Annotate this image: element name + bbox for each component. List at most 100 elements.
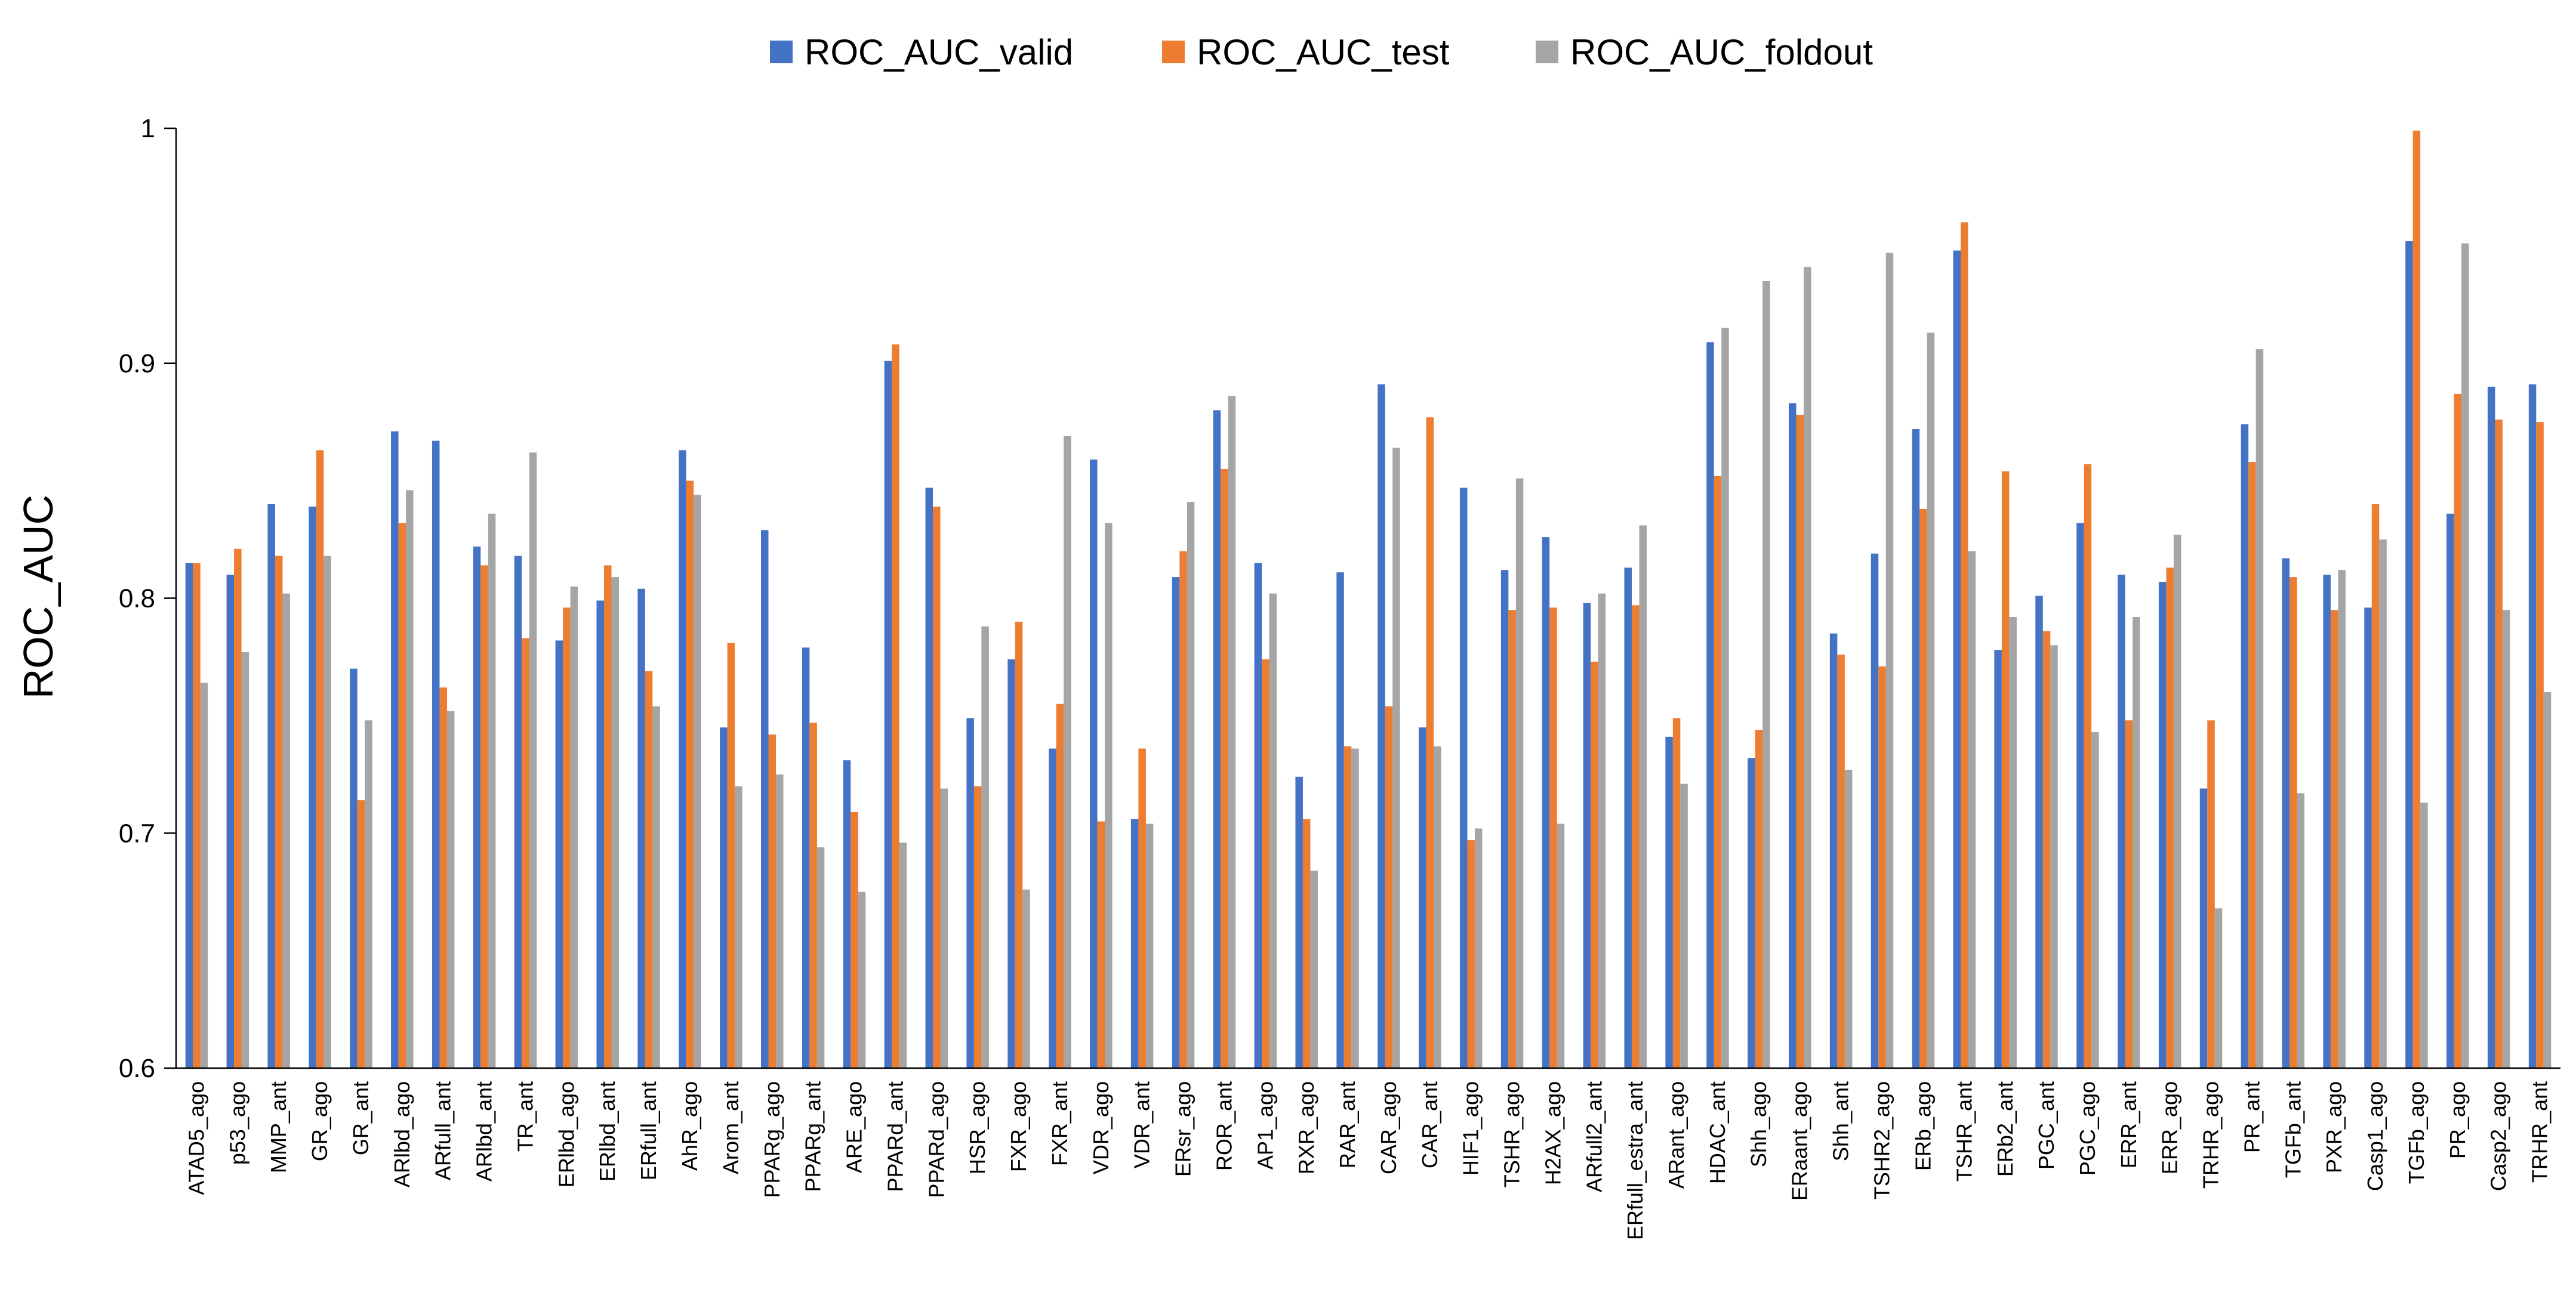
bar-ROC_AUC_valid bbox=[1829, 633, 1838, 1068]
x-tick-label: ERR_ago bbox=[2158, 1081, 2182, 1174]
bar-ROC_AUC_valid bbox=[720, 727, 728, 1068]
bar-ROC_AUC_test bbox=[1961, 222, 1968, 1068]
bar-ROC_AUC_valid bbox=[1172, 577, 1180, 1068]
bar-ROC_AUC_test bbox=[1755, 730, 1763, 1068]
bar-ROC_AUC_foldout bbox=[1680, 783, 1688, 1068]
bar-ROC_AUC_foldout bbox=[899, 843, 907, 1068]
bar-ROC_AUC_test bbox=[1591, 661, 1598, 1068]
bar-ROC_AUC_foldout bbox=[365, 720, 372, 1068]
bar-ROC_AUC_valid bbox=[2282, 558, 2290, 1068]
x-tick-label: RXR_ago bbox=[1294, 1081, 1318, 1174]
x-tick-label: GR_ant bbox=[349, 1081, 373, 1155]
bar-ROC_AUC_test bbox=[1672, 718, 1681, 1068]
bar-ROC_AUC_foldout bbox=[816, 847, 825, 1068]
bar-ROC_AUC_test bbox=[316, 450, 324, 1068]
legend-swatch bbox=[1536, 41, 1558, 63]
bar-ROC_AUC_foldout bbox=[1187, 502, 1195, 1068]
bar-ROC_AUC_test bbox=[1467, 840, 1475, 1068]
bar-ROC_AUC_test bbox=[234, 548, 242, 1068]
legend-label: ROC_AUC_test bbox=[1197, 32, 1450, 72]
bar-ROC_AUC_valid bbox=[1459, 488, 1468, 1068]
bar-ROC_AUC_test bbox=[480, 565, 488, 1068]
bar-ROC_AUC_test bbox=[1221, 468, 1228, 1068]
bar-ROC_AUC_test bbox=[1426, 417, 1434, 1068]
bar-ROC_AUC_valid bbox=[1007, 659, 1015, 1068]
bar-ROC_AUC_foldout bbox=[2255, 349, 2264, 1068]
x-tick-label: CAR_ago bbox=[1376, 1081, 1401, 1174]
x-tick-label: FXR_ago bbox=[1006, 1081, 1031, 1172]
bar-ROC_AUC_foldout bbox=[1269, 593, 1277, 1068]
x-tick-label: Arom_ant bbox=[719, 1081, 743, 1174]
y-tick-label: 0.9 bbox=[119, 349, 155, 378]
bar-ROC_AUC_test bbox=[603, 565, 612, 1068]
x-tick-label: VDR_ago bbox=[1089, 1081, 1113, 1174]
bar-ROC_AUC_foldout bbox=[1434, 746, 1441, 1068]
x-tick-label: TGFb_ago bbox=[2404, 1081, 2429, 1184]
bar-ROC_AUC_test bbox=[2166, 567, 2174, 1068]
bar-ROC_AUC_foldout bbox=[694, 495, 701, 1068]
bar-ROC_AUC_test bbox=[2412, 130, 2421, 1068]
bar-ROC_AUC_foldout bbox=[1968, 551, 1976, 1068]
bar-ROC_AUC_valid bbox=[802, 647, 810, 1068]
x-tick-label: TGFb_ant bbox=[2281, 1081, 2305, 1178]
x-tick-label: ERlbd_ant bbox=[595, 1081, 620, 1181]
bar-ROC_AUC_valid bbox=[843, 760, 851, 1068]
x-tick-label: TSHR_ant bbox=[1952, 1081, 1976, 1181]
bar-ROC_AUC_test bbox=[2454, 393, 2462, 1068]
bar-ROC_AUC_foldout bbox=[488, 513, 496, 1068]
y-tick-label: 0.7 bbox=[119, 819, 155, 848]
bar-ROC_AUC_valid bbox=[1912, 429, 1920, 1068]
x-tick-label: ERb2_ant bbox=[1993, 1081, 2017, 1177]
bar-ROC_AUC_valid bbox=[267, 504, 275, 1068]
bar-ROC_AUC_valid bbox=[2199, 788, 2208, 1068]
bar-ROC_AUC_foldout bbox=[2173, 535, 2181, 1068]
bar-ROC_AUC_valid bbox=[1583, 603, 1591, 1068]
bar-ROC_AUC_foldout bbox=[2297, 793, 2305, 1068]
x-tick-label: PR_ant bbox=[2239, 1081, 2264, 1153]
bar-ROC_AUC_test bbox=[1015, 621, 1023, 1068]
bar-ROC_AUC_valid bbox=[1090, 459, 1098, 1068]
x-tick-label: ERaant_ago bbox=[1788, 1081, 1812, 1201]
bar-ROC_AUC_valid bbox=[555, 640, 563, 1068]
bar-ROC_AUC_test bbox=[2042, 631, 2051, 1068]
bar-ROC_AUC_test bbox=[2371, 504, 2380, 1068]
bar-ROC_AUC_valid bbox=[1994, 650, 2002, 1068]
bar-ROC_AUC_foldout bbox=[1639, 525, 1647, 1068]
bar-ROC_AUC_test bbox=[2495, 419, 2503, 1068]
bar-ROC_AUC_valid bbox=[1049, 748, 1056, 1068]
legend-swatch bbox=[1162, 41, 1185, 63]
legend-swatch bbox=[770, 41, 793, 63]
x-tick-label: FXR_ant bbox=[1047, 1081, 1072, 1166]
bar-ROC_AUC_foldout bbox=[1515, 478, 1524, 1068]
x-tick-label: ARlbd_ant bbox=[472, 1081, 497, 1181]
bar-ROC_AUC_foldout bbox=[1145, 823, 1154, 1068]
bar-ROC_AUC_foldout bbox=[1064, 436, 1071, 1068]
bar-ROC_AUC_foldout bbox=[1228, 396, 1236, 1068]
series-ROC_AUC_foldout bbox=[200, 243, 2552, 1068]
bar-ROC_AUC_test bbox=[1138, 748, 1146, 1068]
x-tick-label: GR_ago bbox=[307, 1081, 332, 1161]
bar-ROC_AUC_test bbox=[439, 687, 447, 1068]
bar-ROC_AUC_test bbox=[1508, 610, 1516, 1068]
bar-ROC_AUC_test bbox=[1179, 551, 1187, 1068]
bar-ROC_AUC_valid bbox=[679, 450, 686, 1068]
bar-ROC_AUC_test bbox=[1056, 704, 1064, 1068]
bar-ROC_AUC_valid bbox=[1378, 384, 1385, 1068]
bar-ROC_AUC_test bbox=[1385, 706, 1393, 1068]
bar-ROC_AUC_foldout bbox=[1844, 769, 1853, 1068]
x-tick-label: PR_ago bbox=[2445, 1081, 2470, 1159]
x-tick-label: AP1_ago bbox=[1253, 1081, 1277, 1170]
bar-ROC_AUC_test bbox=[275, 556, 283, 1068]
bar-ROC_AUC_foldout bbox=[2009, 617, 2017, 1068]
bar-ROC_AUC_test bbox=[563, 607, 571, 1068]
bar-ROC_AUC_foldout bbox=[1105, 523, 1113, 1068]
x-tick-label: PPARg_ago bbox=[760, 1081, 784, 1198]
x-tick-label: PPARd_ago bbox=[924, 1081, 948, 1198]
x-tick-label: PPARg_ant bbox=[801, 1081, 825, 1192]
x-tick-label: ATAD5_ago bbox=[184, 1081, 208, 1195]
x-tick-label: TSHR_ago bbox=[1500, 1081, 1524, 1187]
bar-ROC_AUC_foldout bbox=[940, 788, 948, 1068]
legend: ROC_AUC_valid ROC_AUC_test ROC_AUC_foldout bbox=[770, 32, 1873, 72]
x-tick-label: PPARd_ant bbox=[883, 1081, 907, 1192]
bar-ROC_AUC_valid bbox=[2323, 575, 2331, 1068]
